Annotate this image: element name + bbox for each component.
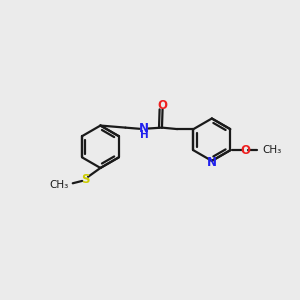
Text: N: N bbox=[139, 122, 149, 135]
Text: O: O bbox=[158, 99, 168, 112]
Text: O: O bbox=[241, 144, 250, 157]
Text: CH₃: CH₃ bbox=[262, 145, 281, 155]
Text: H: H bbox=[140, 130, 149, 140]
Text: S: S bbox=[81, 172, 89, 186]
Text: CH₃: CH₃ bbox=[49, 180, 68, 190]
Text: N: N bbox=[207, 156, 217, 169]
